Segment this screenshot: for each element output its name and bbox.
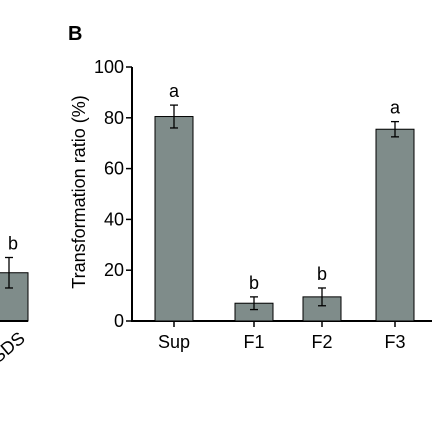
y-tick-label: 80 bbox=[104, 108, 124, 128]
panel-b-letter: B bbox=[68, 23, 82, 45]
y-axis-title: Transformation ratio (%) bbox=[69, 95, 89, 288]
significance-label: b bbox=[8, 234, 18, 254]
x-tick-label: F1 bbox=[243, 332, 264, 352]
x-tick-label: F3 bbox=[384, 332, 405, 352]
significance-label: b bbox=[249, 273, 259, 293]
y-tick-label: 40 bbox=[104, 209, 124, 229]
significance-label: a bbox=[169, 81, 180, 101]
y-tick-label: 60 bbox=[104, 159, 124, 179]
panel-b: B Transformation ratio (%) 0 20 40 60 80 100 S… bbox=[68, 23, 432, 352]
significance-label: b bbox=[317, 264, 327, 284]
panel-a-partial: b SDS bbox=[0, 234, 29, 367]
y-tick-label: 20 bbox=[104, 260, 124, 280]
x-tick-label: F2 bbox=[311, 332, 332, 352]
bar-f3 bbox=[375, 128, 415, 322]
bar-sup bbox=[154, 116, 194, 322]
y-tick-label: 100 bbox=[94, 57, 124, 77]
x-tick-label: Sup bbox=[158, 332, 190, 352]
y-tick-label: 0 bbox=[114, 311, 124, 331]
x-tick-label: SDS bbox=[0, 328, 29, 367]
significance-label: a bbox=[390, 98, 401, 118]
bar-sds bbox=[0, 272, 29, 322]
